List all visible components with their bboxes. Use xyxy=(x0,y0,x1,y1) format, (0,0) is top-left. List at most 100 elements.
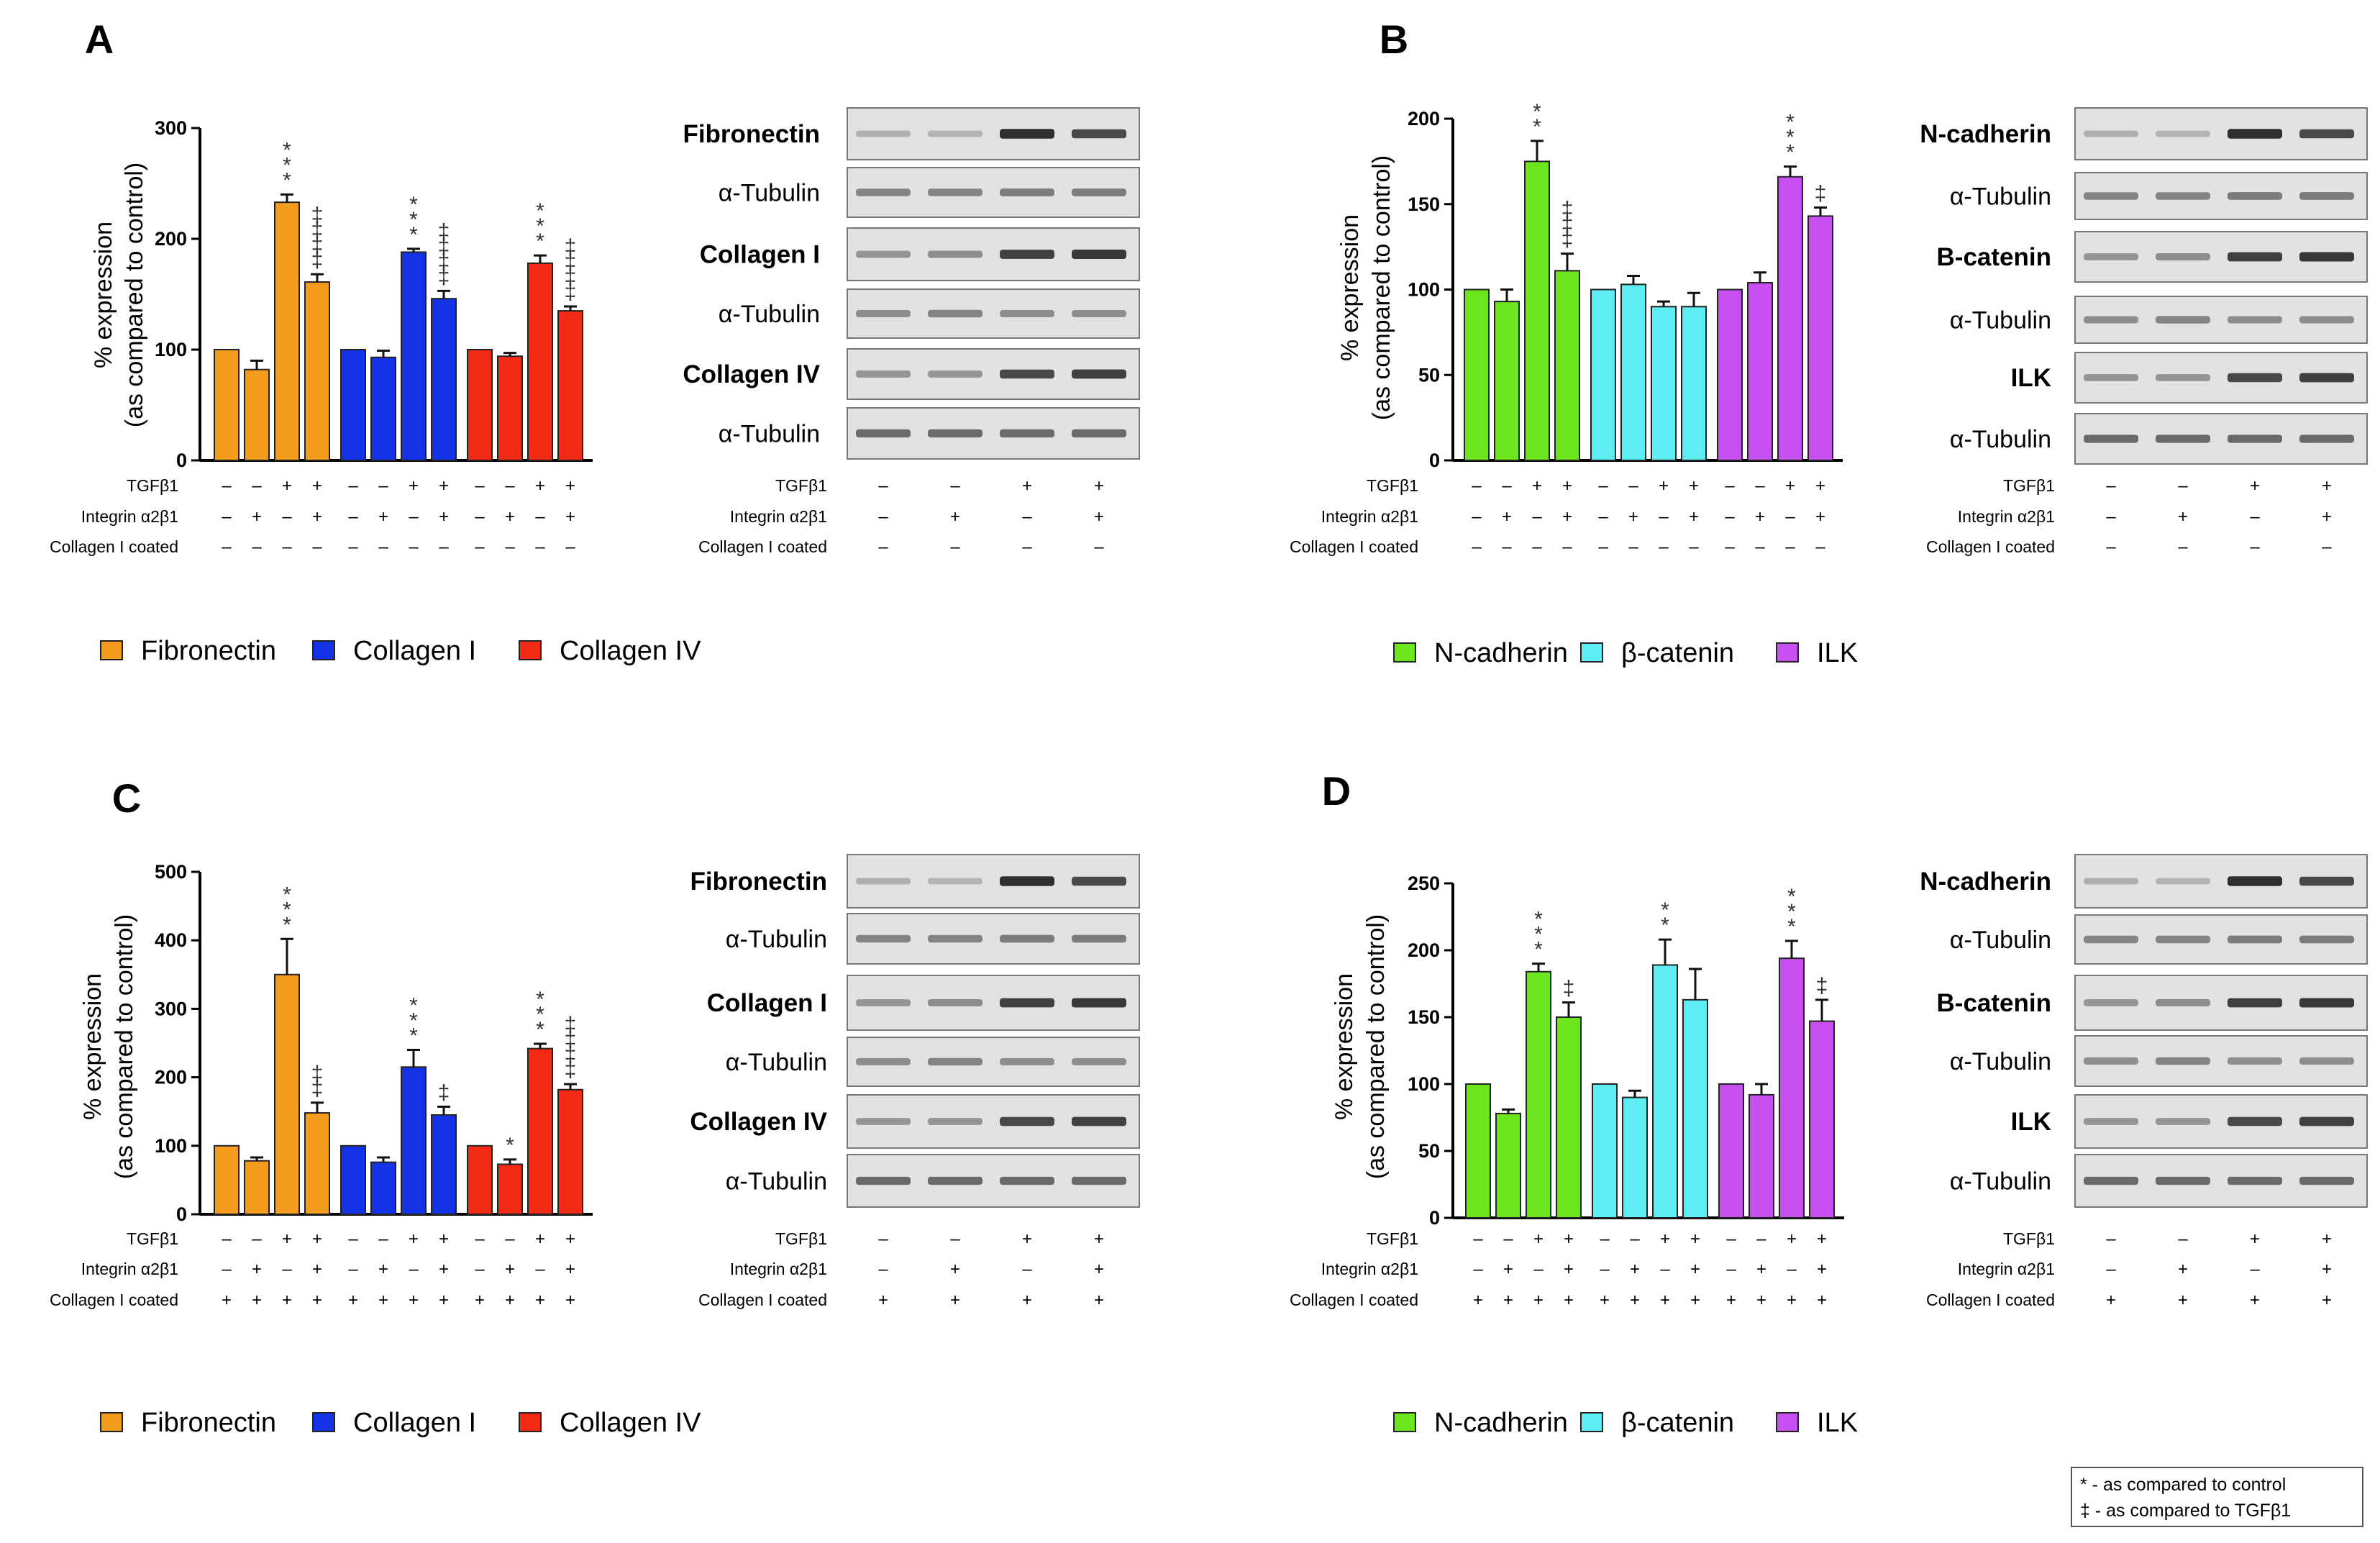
blot-band xyxy=(1000,934,1054,943)
legend-label: Collagen I xyxy=(353,1408,476,1438)
bar xyxy=(1777,176,1803,461)
condition-sign: – xyxy=(1473,1260,1483,1279)
significance-star: * xyxy=(283,898,291,921)
significance-star: * xyxy=(283,138,291,162)
condition-sign: – xyxy=(1532,507,1542,527)
condition-sign: – xyxy=(348,537,358,557)
blot-condition-sign: + xyxy=(1022,476,1032,496)
bar xyxy=(274,201,300,461)
blot-band xyxy=(1072,998,1126,1008)
blot-band xyxy=(856,934,911,943)
condition-sign: – xyxy=(1628,537,1638,557)
blot-band xyxy=(2228,252,2282,262)
blot-condition-sign: – xyxy=(1094,537,1104,557)
condition-sign: – xyxy=(1502,537,1512,557)
significance-star: * xyxy=(409,1024,418,1048)
significance-dagger: ‡ xyxy=(565,1028,577,1052)
bar xyxy=(214,1144,240,1216)
condition-label: TGFβ1 xyxy=(1367,1229,1418,1248)
blot-band xyxy=(928,309,982,318)
blot-band xyxy=(2084,253,2138,260)
condition-sign: – xyxy=(409,537,419,557)
blot-condition-label: Collagen I coated xyxy=(698,1291,827,1309)
bar xyxy=(401,251,427,461)
bar xyxy=(370,356,396,461)
condition-sign: – xyxy=(1598,507,1608,527)
blot-band xyxy=(1000,429,1054,438)
condition-sign: – xyxy=(505,537,515,557)
blot-label: ILK xyxy=(2011,1108,2051,1136)
y-axis-subtitle: (as compared to control) xyxy=(1368,155,1395,421)
blot-band xyxy=(928,1057,982,1066)
blot-condition-sign: – xyxy=(878,507,888,527)
condition-sign: + xyxy=(1503,1291,1513,1310)
blot-label: α-Tubulin xyxy=(1950,1048,2051,1075)
panel-c: C 0 100 200 300 400 500 % expression (as compare… xyxy=(50,775,1140,1438)
condition-sign: + xyxy=(1690,1291,1700,1310)
blot-condition-sign: – xyxy=(950,1229,960,1249)
condition-sign: + xyxy=(1726,1291,1736,1310)
blot-band xyxy=(1000,1057,1054,1066)
legend-swatch xyxy=(1776,1412,1799,1432)
condition-sign: – xyxy=(1755,537,1765,557)
blot-condition-sign: – xyxy=(2250,537,2260,557)
bar xyxy=(1590,288,1616,461)
significance-star: * xyxy=(1534,908,1543,932)
significance-dagger: ‡ xyxy=(1561,213,1574,237)
condition-sign: + xyxy=(312,1291,322,1310)
blot-label: α-Tubulin xyxy=(1950,183,2051,211)
significance-dagger: ‡ xyxy=(438,235,450,258)
blot-condition-label: TGFβ1 xyxy=(775,476,827,495)
condition-sign: + xyxy=(565,1260,575,1279)
condition-sign: + xyxy=(282,1291,292,1310)
significance-star: * xyxy=(1787,915,1796,939)
blot-condition-sign: – xyxy=(2106,1229,2116,1249)
condition-sign: + xyxy=(505,1260,515,1279)
y-tick-label: 0 xyxy=(176,450,187,471)
condition-sign: + xyxy=(1660,1229,1670,1249)
bar xyxy=(1620,283,1646,461)
y-tick-label: 50 xyxy=(1418,364,1440,386)
y-tick-label: 300 xyxy=(155,998,187,1019)
condition-sign: – xyxy=(1562,537,1572,557)
blot-condition-sign: – xyxy=(1022,537,1032,557)
condition-sign: – xyxy=(439,537,449,557)
panel-letter: A xyxy=(85,17,114,62)
blot-band xyxy=(1000,876,1054,886)
condition-sign: – xyxy=(1785,507,1795,527)
y-axis-title: % expression xyxy=(1331,973,1358,1120)
legend-label: β-catenin xyxy=(1621,1408,1734,1438)
blot-band xyxy=(856,130,911,137)
blot-condition-sign: – xyxy=(878,476,888,496)
bar xyxy=(1524,160,1550,461)
condition-sign: + xyxy=(1787,1229,1797,1249)
blot-band xyxy=(1072,876,1126,886)
condition-sign: – xyxy=(348,1260,358,1279)
blot-band xyxy=(2156,878,2210,885)
blot-band xyxy=(2228,1116,2282,1126)
blot-band xyxy=(2228,935,2282,944)
blot-condition-sign: + xyxy=(2322,1291,2332,1310)
significance-star: * xyxy=(1787,900,1796,924)
bar xyxy=(467,1144,493,1216)
blot-condition-sign: + xyxy=(1094,476,1104,496)
blot-condition-sign: – xyxy=(2250,1260,2260,1279)
condition-sign: – xyxy=(282,507,292,527)
blot-band xyxy=(856,188,911,196)
blot-label: B-catenin xyxy=(1937,243,2051,271)
condition-sign: – xyxy=(475,1260,485,1279)
condition-sign: + xyxy=(1690,1260,1700,1279)
bar xyxy=(1779,957,1805,1219)
bar xyxy=(497,355,523,461)
condition-sign: – xyxy=(1756,1229,1766,1249)
legend-swatch xyxy=(100,640,123,660)
condition-sign: + xyxy=(1817,1260,1827,1279)
condition-sign: – xyxy=(1689,537,1699,557)
significance-star: * xyxy=(1661,914,1669,937)
blot-band xyxy=(2228,1057,2282,1065)
blot-band xyxy=(2156,316,2210,324)
y-tick-label: 200 xyxy=(155,1067,187,1088)
condition-sign: + xyxy=(1473,1291,1483,1310)
legend-swatch xyxy=(1580,1412,1603,1432)
blot-band xyxy=(2084,935,2138,944)
